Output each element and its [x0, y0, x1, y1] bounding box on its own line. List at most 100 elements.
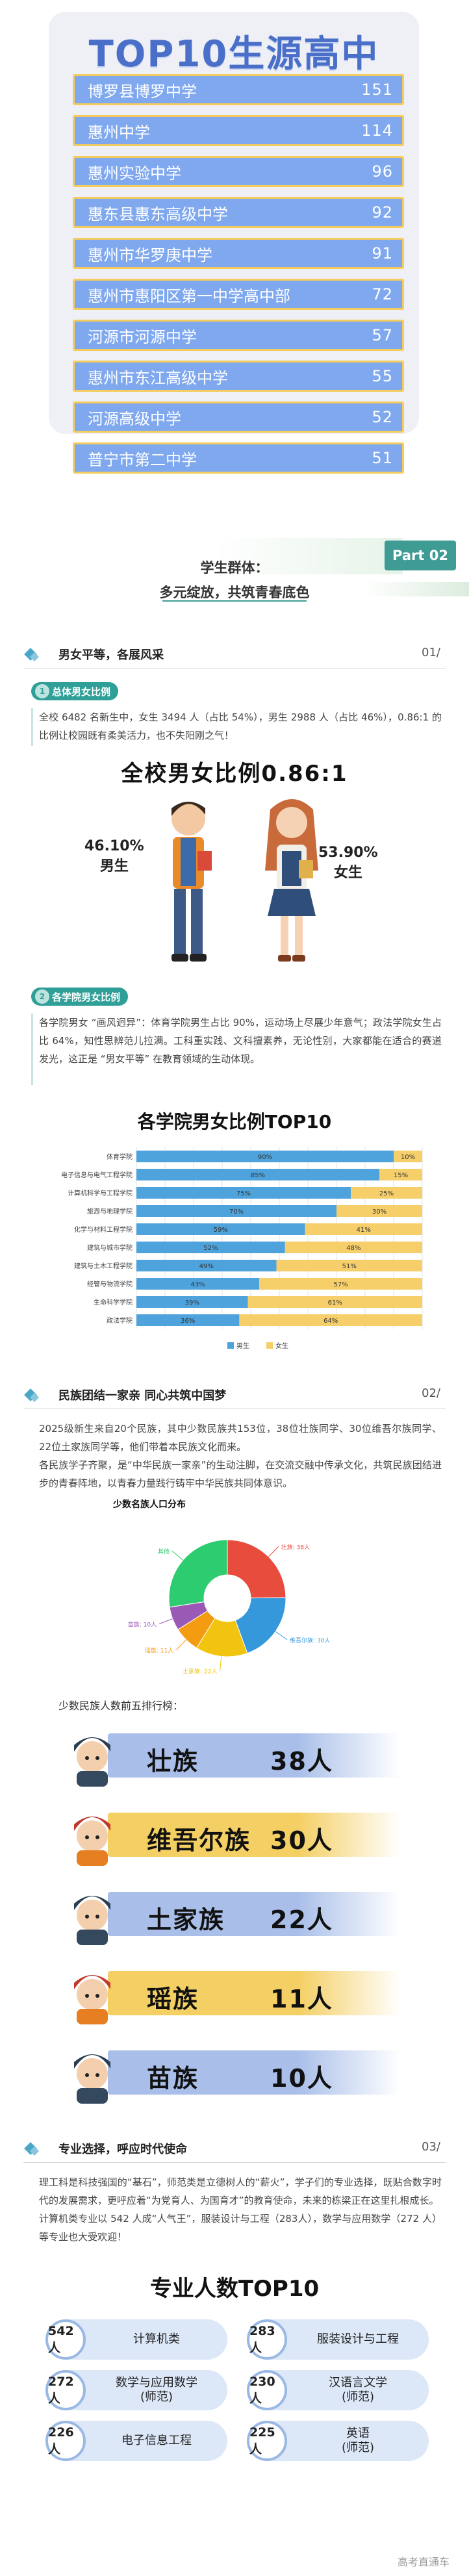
bar-value-label: 51%	[342, 1263, 357, 1270]
pie-slice	[168, 1539, 228, 1608]
bar-value-label: 70%	[229, 1208, 244, 1216]
bar-value-label: 10%	[401, 1154, 415, 1161]
bar-value-label: 61%	[328, 1299, 342, 1307]
ethnic-name: 土家族	[147, 1906, 225, 1934]
category-label: 电子信息与电气工程学院	[61, 1171, 133, 1179]
bar-female	[239, 1314, 422, 1326]
category-label: 建筑与城市学院	[87, 1243, 133, 1252]
bar-value-label: 39%	[185, 1299, 199, 1307]
divider	[23, 668, 446, 669]
bar-value-label: 41%	[357, 1227, 371, 1234]
ranking-row: 壮族 38人	[62, 1722, 400, 1789]
header-decoration	[214, 538, 403, 574]
category-label: 旅游与地理学院	[87, 1207, 133, 1216]
school-count: 72	[372, 285, 393, 303]
bar-value-label: 36%	[181, 1318, 195, 1325]
tag-label: 各学院男女比例	[52, 991, 121, 1003]
school-row: 惠东县惠东高级中学 92	[73, 197, 404, 228]
section-title: 专业选择，呼应时代使命	[58, 2143, 187, 2156]
major-count: 225人	[247, 2421, 287, 2461]
bar-female	[336, 1205, 422, 1217]
male-pct-block: 46.10% 男生	[84, 838, 144, 875]
bar-female	[351, 1187, 422, 1199]
slice-leader-line	[158, 1618, 173, 1624]
bar-value-label: 49%	[199, 1263, 214, 1270]
legend-label: 女生	[275, 1342, 288, 1350]
school-row: 河源高级中学 52	[73, 402, 404, 433]
category-label: 生命科学学院	[94, 1298, 133, 1307]
category-label: 经管与物流学院	[87, 1280, 133, 1288]
school-name: 惠州实验中学	[88, 164, 181, 183]
section-header-1: 男女平等，各展风采 01/	[23, 643, 446, 672]
ranking-row: 土家族 22人	[62, 1880, 400, 1948]
school-name: 惠州市华罗庚中学	[88, 246, 212, 264]
ethnic-count: 11人	[270, 1985, 333, 2013]
school-name: 惠州市东江高级中学	[88, 368, 228, 387]
category-label: 计算机科学与工程学院	[68, 1189, 133, 1197]
tag-dot-icon	[35, 989, 49, 1004]
bar-value-label: 48%	[346, 1245, 361, 1252]
slice-label: 壮族: 38人	[281, 1543, 310, 1551]
school-name: 河源高级中学	[88, 409, 181, 428]
bar-value-label: 43%	[190, 1281, 205, 1288]
boy-figure	[171, 802, 212, 962]
slice-leader-line	[275, 1631, 288, 1640]
section-title: 民族团结一家亲 同心共筑中国梦	[58, 1389, 227, 1403]
section-title: 男女平等，各展风采	[58, 648, 164, 662]
major-item: 272人 数学与应用数学 (师范)	[45, 2370, 227, 2410]
tag-overall-ratio: 1 总体男女比例	[31, 682, 119, 700]
para-bar	[31, 1014, 33, 1085]
school-name: 河源市河源中学	[88, 327, 197, 346]
female-pct: 53.90%	[318, 845, 378, 861]
major-count: 272人	[45, 2370, 86, 2410]
school-row: 惠州市东江高级中学 55	[73, 361, 404, 392]
legend-swatch	[227, 1342, 234, 1349]
school-name: 惠州中学	[88, 123, 150, 142]
slice-leader-line	[268, 1546, 279, 1557]
school-count: 51	[372, 449, 393, 467]
header-decoration	[364, 582, 469, 596]
bar-male	[136, 1187, 351, 1199]
school-count: 96	[372, 162, 393, 181]
bar-male	[136, 1151, 394, 1162]
tag-label: 总体男女比例	[52, 685, 111, 698]
part02-header: Part 02 学生群体： 多元绽放，共筑青春底色	[0, 500, 469, 630]
slice-label: 维吾尔族: 30人	[290, 1637, 330, 1644]
bar-value-label: 25%	[379, 1190, 394, 1197]
tag-dot-icon	[35, 684, 49, 698]
legend-swatch	[266, 1342, 273, 1349]
ranking-bar	[108, 1892, 400, 1936]
ethnic-count: 30人	[270, 1826, 333, 1855]
pie-slice	[234, 1597, 286, 1654]
major-count: 226人	[45, 2421, 86, 2461]
major-name: 服装设计与工程	[317, 2332, 399, 2346]
slice-label: 瑶族: 11人	[145, 1647, 173, 1655]
section-number: 02/	[422, 1386, 440, 1400]
bar-value-label: 75%	[236, 1190, 251, 1197]
major-count: 542人	[45, 2319, 86, 2360]
ethnic-avatar-icon	[74, 1896, 110, 1945]
male-pct: 46.10%	[84, 838, 144, 854]
ranking-row: 瑶族 11人	[62, 1959, 400, 2027]
school-name: 惠州市惠阳区第一中学高中部	[88, 287, 290, 305]
bar-value-label: 59%	[214, 1227, 228, 1234]
ethnic-name: 壮族	[147, 1747, 199, 1776]
major-count: 230人	[247, 2370, 287, 2410]
bar-chart-title: 各学院男女比例TOP10	[137, 1111, 332, 1132]
school-name: 博罗县博罗中学	[88, 82, 197, 101]
major-name: 汉语言文学 (师范)	[329, 2376, 387, 2404]
ratio-title: 全校男女比例0.86:1	[121, 761, 348, 787]
watermark: 高考直通车	[397, 2556, 450, 2568]
major-name: 英语 (师范)	[341, 2427, 375, 2455]
ethnic-avatar-icon	[74, 2054, 110, 2104]
slice-leader-line	[171, 1550, 183, 1561]
school-count: 92	[372, 203, 393, 222]
major-item: 226人 电子信息工程	[45, 2421, 227, 2461]
paragraph: 理工科是科技强国的“基石”，师范类是立德树人的“薪火”，学子们的专业选择，既贴合…	[39, 2176, 442, 2243]
ranking-row: 苗族 10人	[62, 2039, 400, 2106]
school-count: 52	[372, 408, 393, 426]
major-title: 专业人数TOP10	[149, 2276, 320, 2302]
bar-female	[247, 1296, 422, 1308]
major-name: 电子信息工程	[121, 2434, 192, 2447]
